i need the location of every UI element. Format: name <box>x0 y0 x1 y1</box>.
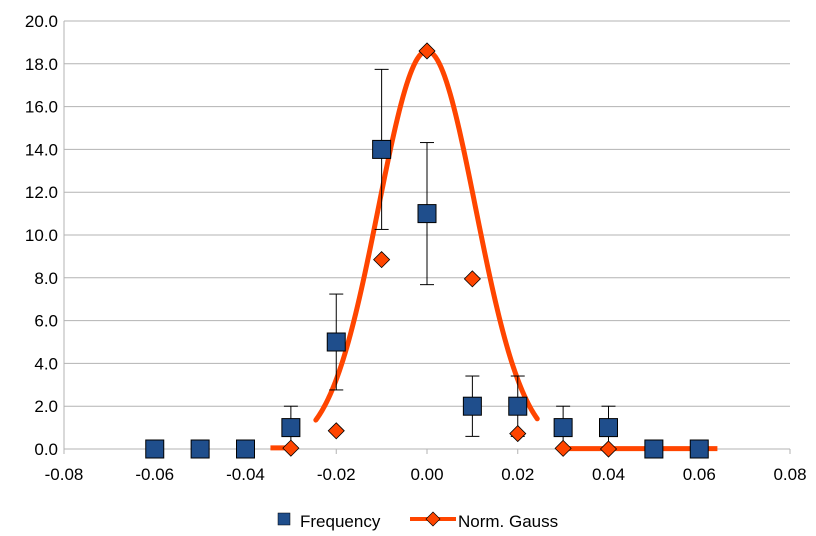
x-tick-label: 0.04 <box>592 465 625 484</box>
y-tick-label: 6.0 <box>34 312 58 331</box>
x-tick-label: 0.00 <box>410 465 443 484</box>
frequency-point <box>462 396 482 416</box>
frequency-point <box>281 418 301 438</box>
gauss-point <box>373 251 391 269</box>
legend-frequency-label: Frequency <box>300 512 381 531</box>
gauss-point <box>282 439 300 457</box>
gauss-point <box>418 42 436 60</box>
frequency-point <box>417 204 437 224</box>
frequency-point <box>372 139 392 159</box>
legend-frequency-swatch <box>277 512 291 526</box>
legend-gauss-label: Norm. Gauss <box>458 512 558 531</box>
legend-gauss-swatch <box>425 511 441 527</box>
frequency-point <box>553 418 573 438</box>
gauss-points <box>282 42 618 458</box>
frequency-point <box>599 418 618 438</box>
frequency-point <box>508 396 528 416</box>
y-tick-labels: 0.0 2.0 4.0 6.0 8.0 10.0 12.0 14.0 16.0 18.0 20.0 <box>25 12 58 459</box>
y-tick-label: 4.0 <box>34 354 58 373</box>
gauss-point <box>554 439 572 457</box>
frequency-point <box>190 439 210 459</box>
x-tick-label: -0.08 <box>45 465 84 484</box>
gauss-curve <box>270 48 718 452</box>
y-tick-label: 16.0 <box>25 98 58 117</box>
y-tick-label: 20.0 <box>25 12 58 31</box>
y-tick-label: 0.0 <box>34 440 58 459</box>
x-tick-label: 0.02 <box>501 465 534 484</box>
gauss-point <box>327 422 345 440</box>
y-tick-label: 10.0 <box>25 226 58 245</box>
x-tick-label: -0.06 <box>135 465 174 484</box>
frequency-points <box>145 139 709 459</box>
y-tick-label: 2.0 <box>34 397 58 416</box>
frequency-point <box>145 439 165 459</box>
x-tick-label: -0.02 <box>317 465 356 484</box>
frequency-point <box>236 439 255 459</box>
x-tick-label: 0.08 <box>773 465 806 484</box>
gauss-point <box>509 425 527 443</box>
frequency-point <box>326 332 346 352</box>
x-tick-labels: -0.08 -0.06 -0.04 -0.02 0.00 0.02 0.04 0.06 0.08 <box>45 465 807 484</box>
legend: Frequency Norm. Gauss <box>277 511 558 531</box>
y-tick-label: 18.0 <box>25 55 58 74</box>
x-tick-label: 0.06 <box>683 465 716 484</box>
y-tick-label: 8.0 <box>34 269 58 288</box>
y-tick-label: 14.0 <box>25 140 58 159</box>
x-tick-label: -0.04 <box>226 465 265 484</box>
frequency-point <box>644 439 664 459</box>
gauss-point <box>463 270 481 288</box>
frequency-point <box>689 439 709 459</box>
y-tick-label: 12.0 <box>25 183 58 202</box>
gauss-point <box>599 440 618 458</box>
